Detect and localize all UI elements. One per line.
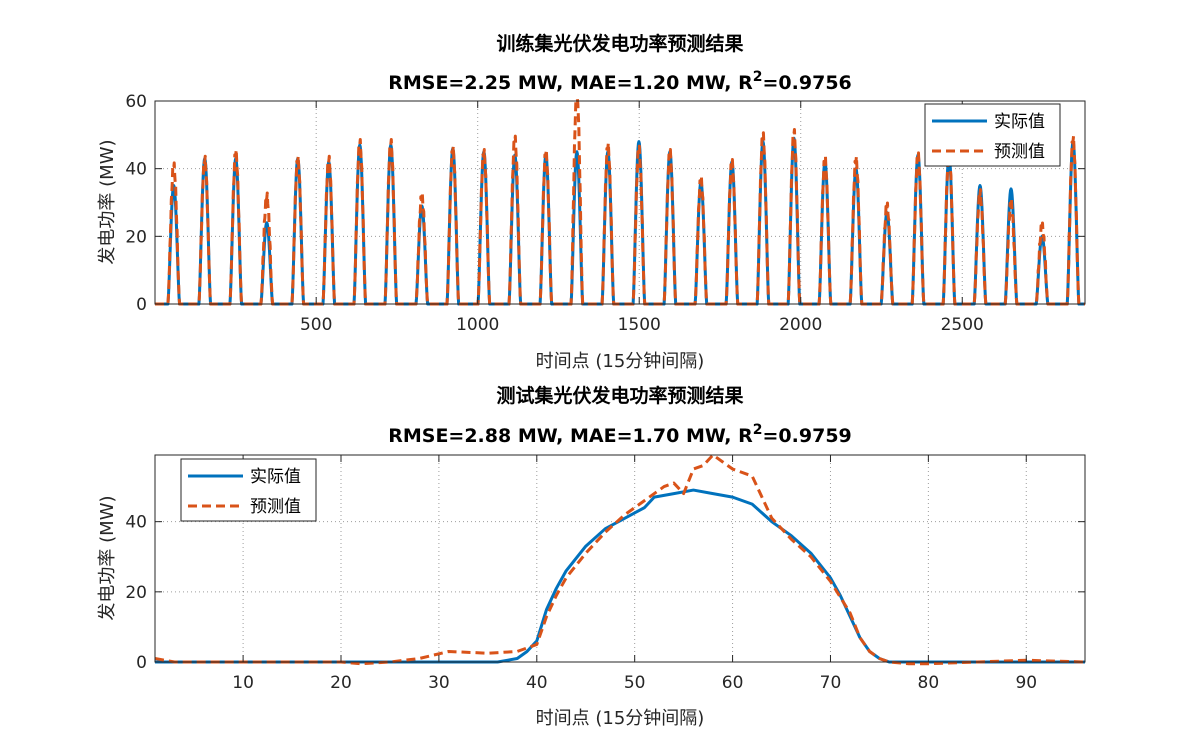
test-x-tick-label: 40 (526, 673, 548, 693)
test-predicted-series-line (154, 453, 1086, 666)
train-chart-subtitle: RMSE=2.25 MW, MAE=1.20 MW, R2=0.9756 (388, 69, 852, 94)
test-subtitle-suffix: =0.9759 (763, 425, 852, 447)
train-x-tick-label: 500 (300, 315, 332, 335)
train-chart-title: 训练集光伏发电功率预测结果 (496, 32, 743, 55)
test-y-tick-label: 40 (125, 513, 147, 533)
train-legend-actual-label: 实际值 (994, 112, 1045, 132)
test-x-tick-label: 50 (624, 673, 646, 693)
test-x-tick-label: 80 (918, 673, 940, 693)
train-x-tick-label: 1000 (456, 315, 499, 335)
test-chart-title: 测试集光伏发电功率预测结果 (496, 384, 743, 407)
test-chart-subtitle: RMSE=2.88 MW, MAE=1.70 MW, R2=0.9759 (388, 422, 852, 447)
test-y-axis-label: 发电功率 (MW) (97, 495, 118, 620)
train-subtitle-sup: 2 (753, 69, 763, 85)
train-x-axis-label: 时间点 (15分钟间隔) (536, 351, 705, 372)
test-axes-box (154, 454, 1086, 663)
test-lines (154, 453, 1086, 666)
train-legend-predicted-label: 预测值 (994, 142, 1045, 162)
test-x-tick-label: 60 (722, 673, 744, 693)
test-x-axis-label: 时间点 (15分钟间隔) (536, 708, 705, 729)
test-subtitle-prefix: RMSE=2.88 MW, MAE=1.70 MW, R (388, 425, 753, 447)
test-y-tick-label: 20 (125, 583, 147, 603)
test-subplot: 测试集光伏发电功率预测结果 RMSE=2.88 MW, MAE=1.70 MW,… (97, 384, 1086, 729)
test-legend-predicted-label: 预测值 (250, 497, 301, 517)
train-subplot: 训练集光伏发电功率预测结果 RMSE=2.25 MW, MAE=1.20 MW,… (97, 32, 1086, 372)
train-y-axis-label: 发电功率 (MW) (97, 139, 118, 264)
test-x-tick-label: 20 (330, 673, 352, 693)
test-legend-box (180, 458, 317, 522)
train-axes-box (154, 100, 1086, 305)
test-legend-actual-label: 实际值 (250, 467, 301, 487)
test-y-tick-label: 0 (136, 653, 147, 673)
train-legend: 实际值 预测值 (924, 103, 1061, 167)
train-ticks: 500 1000 1500 2000 2500 0 20 40 60 (125, 92, 1085, 335)
train-x-tick-label: 1500 (618, 315, 661, 335)
train-y-tick-label: 0 (136, 295, 147, 315)
test-x-tick-label: 30 (428, 673, 450, 693)
train-x-tick-label: 2500 (941, 315, 984, 335)
train-y-tick-label: 40 (125, 160, 147, 180)
test-x-tick-label: 10 (232, 673, 254, 693)
test-x-tick-label: 70 (820, 673, 842, 693)
train-x-tick-label: 2000 (779, 315, 822, 335)
test-subtitle-sup: 2 (753, 422, 763, 438)
train-y-tick-label: 20 (125, 227, 147, 247)
test-legend: 实际值 预测值 (180, 458, 317, 522)
test-ticks: 10 20 30 40 50 60 70 80 90 0 20 40 (125, 455, 1085, 693)
train-subtitle-suffix: =0.9756 (763, 72, 852, 94)
test-x-tick-label: 90 (1015, 673, 1037, 693)
train-legend-box (924, 103, 1061, 167)
train-subtitle-prefix: RMSE=2.25 MW, MAE=1.20 MW, R (388, 72, 753, 94)
train-y-tick-label: 60 (125, 92, 147, 112)
